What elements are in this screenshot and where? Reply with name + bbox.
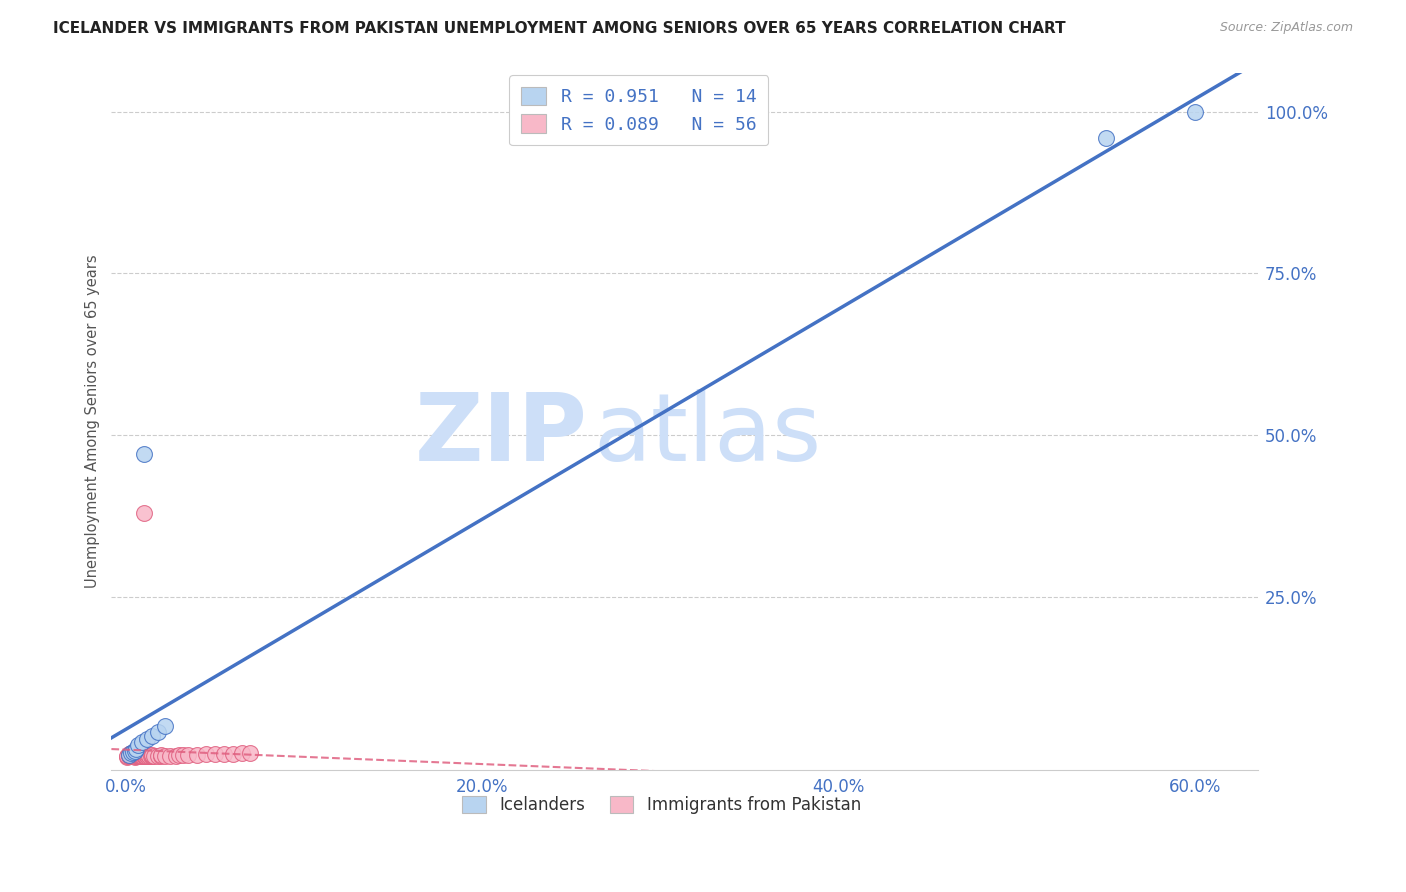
Text: ICELANDER VS IMMIGRANTS FROM PAKISTAN UNEMPLOYMENT AMONG SENIORS OVER 65 YEARS C: ICELANDER VS IMMIGRANTS FROM PAKISTAN UN… — [53, 21, 1066, 37]
Point — [177, 748, 200, 763]
Point — [118, 748, 141, 763]
Point — [124, 743, 146, 757]
Point — [165, 748, 187, 763]
Legend: Icelanders, Immigrants from Pakistan: Icelanders, Immigrants from Pakistan — [453, 786, 870, 824]
Point — [117, 748, 139, 763]
Point — [124, 746, 146, 760]
Point — [139, 748, 162, 763]
Point — [221, 747, 243, 761]
Point — [132, 748, 155, 763]
Point — [125, 741, 148, 756]
Point — [127, 749, 149, 764]
Point — [150, 749, 173, 764]
Point — [129, 749, 152, 764]
Text: ZIP: ZIP — [415, 390, 588, 482]
Point — [121, 745, 143, 759]
Point — [172, 748, 194, 763]
Y-axis label: Unemployment Among Seniors over 65 years: Unemployment Among Seniors over 65 years — [86, 255, 100, 589]
Point — [120, 746, 142, 760]
Point — [131, 749, 153, 764]
Point — [120, 749, 142, 764]
Point — [143, 748, 166, 763]
Point — [146, 725, 169, 739]
Point — [121, 748, 143, 763]
Point — [138, 748, 160, 763]
Point — [239, 746, 262, 760]
Point — [153, 719, 176, 733]
Point — [132, 447, 155, 461]
Point — [141, 729, 163, 743]
Point — [118, 749, 141, 764]
Text: atlas: atlas — [593, 390, 821, 482]
Point — [125, 748, 148, 763]
Point — [124, 747, 146, 762]
Point — [159, 748, 181, 763]
Point — [212, 747, 235, 761]
Point — [124, 750, 146, 764]
Point — [132, 506, 155, 520]
Point — [186, 748, 208, 763]
Point — [120, 748, 142, 763]
Point — [129, 747, 152, 761]
Point — [120, 746, 142, 760]
Point — [134, 747, 156, 762]
Point — [121, 746, 143, 760]
Point — [231, 746, 253, 760]
Point — [131, 735, 153, 749]
Point — [129, 748, 152, 763]
Point — [1095, 130, 1118, 145]
Point — [131, 747, 153, 762]
Point — [194, 747, 217, 762]
Point — [141, 749, 163, 764]
Point — [136, 747, 159, 762]
Point — [153, 748, 176, 763]
Point — [117, 750, 139, 764]
Point — [125, 747, 148, 761]
Point — [118, 748, 141, 763]
Point — [136, 749, 159, 764]
Point — [150, 748, 173, 763]
Point — [167, 748, 190, 763]
Point — [127, 748, 149, 763]
Point — [132, 749, 155, 764]
Point — [124, 748, 146, 763]
Point — [125, 749, 148, 764]
Text: Source: ZipAtlas.com: Source: ZipAtlas.com — [1219, 21, 1353, 35]
Point — [127, 739, 149, 753]
Point — [136, 731, 159, 746]
Point — [1184, 104, 1206, 119]
Point — [141, 748, 163, 763]
Point — [146, 748, 169, 763]
Point — [118, 747, 141, 761]
Point — [121, 749, 143, 764]
Point — [127, 747, 149, 761]
Point — [204, 747, 226, 762]
Point — [120, 747, 142, 761]
Point — [132, 747, 155, 761]
Point — [134, 749, 156, 764]
